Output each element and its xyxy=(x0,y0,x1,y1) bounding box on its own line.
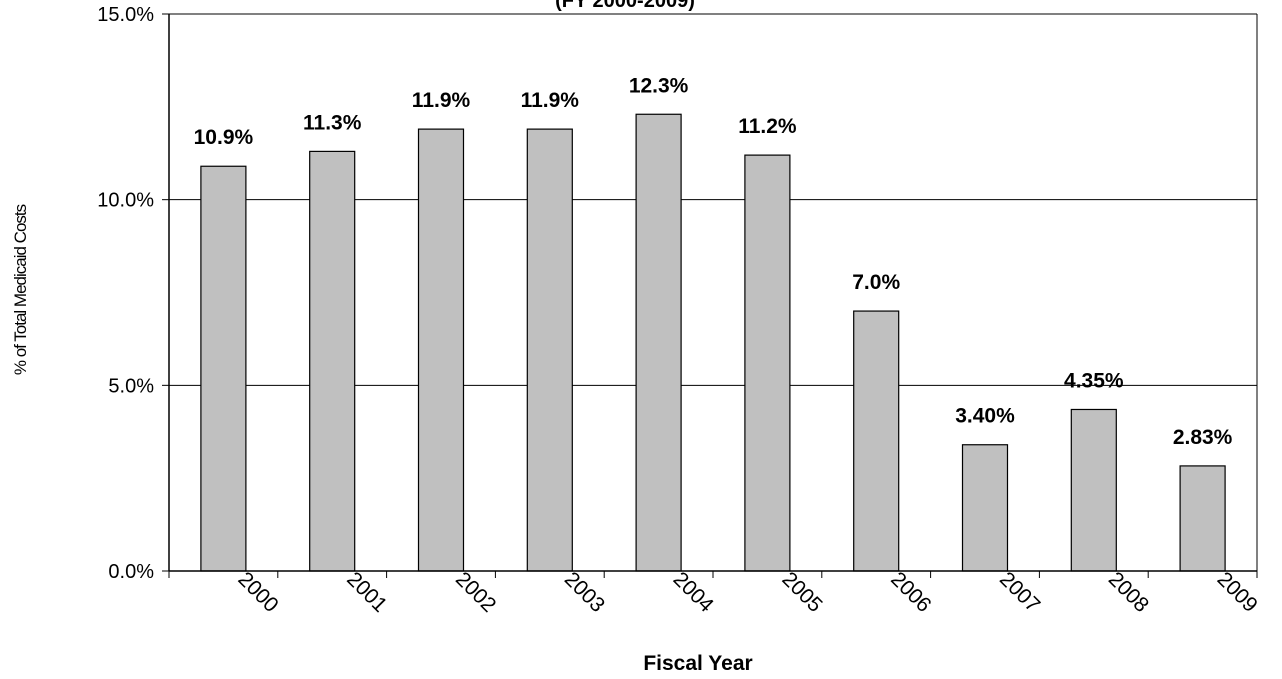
bar xyxy=(961,444,1009,572)
x-tick-label: 2001 xyxy=(342,568,391,617)
x-axis-title: Fiscal Year xyxy=(643,652,752,675)
bar xyxy=(200,165,247,572)
y-tick-label: 10.0% xyxy=(97,190,154,212)
x-tick-label: 2002 xyxy=(451,568,500,617)
bar xyxy=(309,150,356,572)
data-label: 11.3% xyxy=(303,111,362,134)
x-tick-label: 2003 xyxy=(560,568,609,617)
x-tick-label: 2006 xyxy=(886,568,935,617)
x-tick-labels: 2000 2001 2002 2003 2004 2005 2006 2007 2008 2009 xyxy=(233,568,1261,618)
bar xyxy=(853,310,900,572)
data-labels: 10.9% 11.3% 11.9% 11.9% 12.3% 11.2% 7.0% 3.40% 4… xyxy=(194,74,1233,449)
data-label: 10.9% xyxy=(194,126,254,149)
y-tick-label: 5.0% xyxy=(108,375,154,397)
data-label: 4.35% xyxy=(1064,369,1124,392)
y-tick-labels: 0.0% 5.0% 10.0% 15.0% xyxy=(97,4,154,583)
data-label: 12.3% xyxy=(629,74,689,97)
data-label: 11.2% xyxy=(738,115,797,138)
data-label: 2.83% xyxy=(1173,426,1233,449)
bar xyxy=(1179,465,1226,572)
x-tick-label: 2007 xyxy=(995,568,1044,617)
y-tick-label: 15.0% xyxy=(97,4,154,26)
y-axis-title: % of Total Medicaid Costs xyxy=(11,204,30,375)
x-tick-label: 2008 xyxy=(1104,568,1153,617)
bar xyxy=(635,113,682,572)
x-tick-label: 2004 xyxy=(669,568,719,618)
data-label: 3.40% xyxy=(955,405,1015,428)
bar xyxy=(744,154,791,572)
y-tick-label: 0.0% xyxy=(108,561,154,583)
data-label: 11.9% xyxy=(521,89,580,112)
axes xyxy=(162,13,1258,578)
x-tick-label: 2005 xyxy=(777,568,826,617)
data-label: 7.0% xyxy=(852,271,900,294)
x-tick-label: 2009 xyxy=(1213,568,1262,617)
bars xyxy=(200,113,1226,572)
data-label: 11.9% xyxy=(412,89,471,112)
bar xyxy=(526,128,573,572)
x-tick-label: 2000 xyxy=(233,568,282,617)
bar xyxy=(1070,408,1117,572)
chart-title: (FY 2000-2009) xyxy=(555,0,695,12)
bar xyxy=(417,128,465,572)
